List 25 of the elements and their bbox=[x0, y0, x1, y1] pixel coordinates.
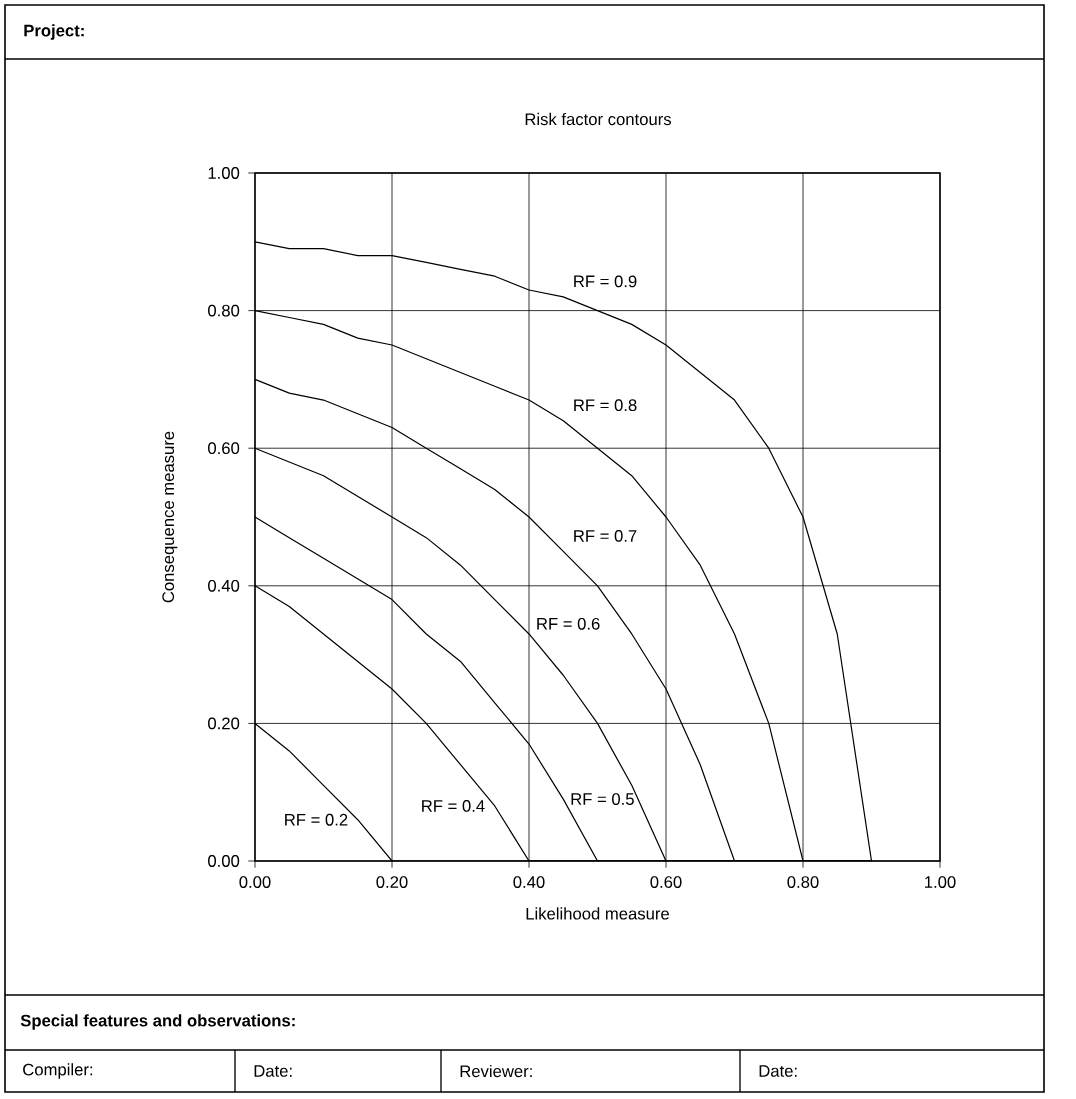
text: Date: bbox=[759, 1065, 797, 1077]
series-label: RF = 0.6 bbox=[537, 617, 600, 630]
text: Special features and observations: bbox=[20, 1014, 295, 1030]
text: Compiler: bbox=[23, 1063, 93, 1079]
chart-title: Risk factor contours bbox=[525, 112, 672, 126]
text: Date: bbox=[254, 1065, 292, 1077]
y-tick-label: 0.40 bbox=[208, 579, 240, 592]
y-tick-label: 0.80 bbox=[208, 304, 240, 317]
y-axis-title: Consequence measure bbox=[162, 431, 178, 603]
x-tick-label: 0.40 bbox=[513, 876, 545, 888]
text: Project: bbox=[24, 24, 84, 40]
series-label: RF = 0.8 bbox=[574, 399, 637, 412]
y-tick-label: 1.00 bbox=[208, 167, 240, 179]
series-label: RF = 0.9 bbox=[574, 275, 637, 288]
x-tick-label: 0.60 bbox=[650, 876, 682, 888]
y-tick-label: 0.00 bbox=[208, 855, 240, 867]
y-tick-label: 0.60 bbox=[208, 442, 240, 455]
x-tick-label: 1.00 bbox=[925, 876, 956, 888]
x-tick-label: 0.20 bbox=[376, 876, 408, 888]
x-tick-label: 0.00 bbox=[239, 876, 271, 888]
x-tick-label: 0.80 bbox=[787, 876, 819, 888]
x-axis-title: Likelihood measure bbox=[526, 907, 669, 920]
y-tick-label: 0.20 bbox=[208, 717, 240, 730]
text: Reviewer: bbox=[460, 1064, 532, 1078]
series-label: RF = 0.7 bbox=[574, 530, 637, 542]
